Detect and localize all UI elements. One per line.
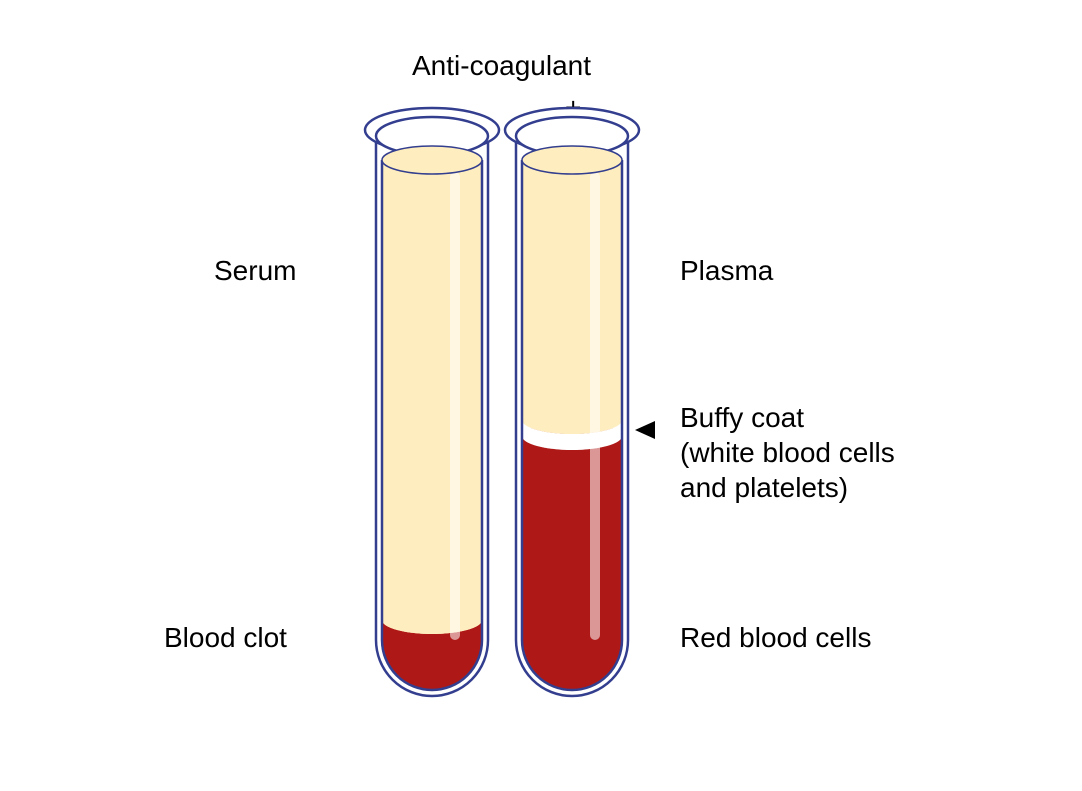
- tube-anticoagulant-layer-red_blood_cells: [522, 436, 622, 690]
- tube-anticoagulant: [505, 108, 639, 696]
- tube-no-anticoagulant: [365, 108, 499, 696]
- tube-anticoagulant-layer-plasma: [522, 160, 622, 434]
- tube-no-anticoagulant-layer-serum: [382, 160, 482, 634]
- diagram-stage: Anti-coagulant - + Serum Blood clot Plas…: [0, 0, 1082, 791]
- pointer-buffy-coat-icon: [635, 421, 655, 439]
- tube-anticoagulant-opening: [522, 146, 622, 174]
- tubes-svg: [0, 0, 1082, 791]
- tube-anticoagulant-highlight: [590, 172, 600, 640]
- tube-no-anticoagulant-opening: [382, 146, 482, 174]
- tube-no-anticoagulant-highlight: [450, 172, 460, 640]
